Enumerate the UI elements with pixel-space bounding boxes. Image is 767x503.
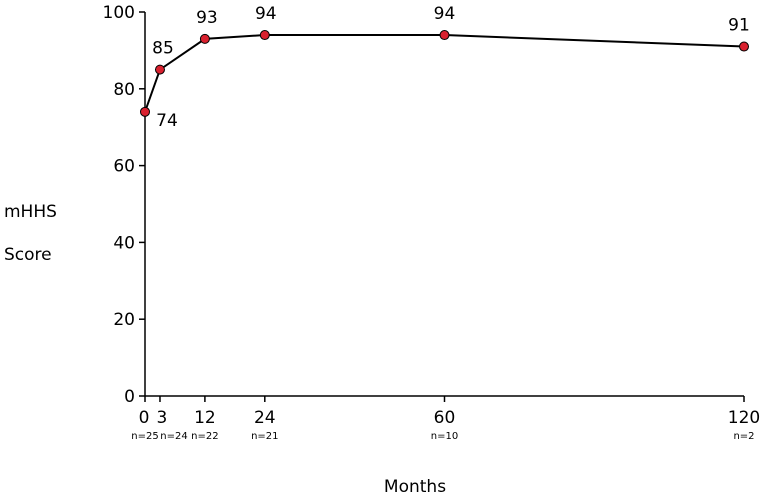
x-axis-title: Months	[384, 477, 446, 497]
x-sample-size-label: n=2	[733, 431, 754, 442]
x-tick-label: 0	[139, 408, 150, 428]
x-tick-label: 12	[194, 408, 216, 428]
y-axis-title-line1: mHHS	[4, 202, 57, 222]
x-sample-size-label: n=10	[431, 431, 458, 442]
x-sample-size-label: n=21	[251, 431, 278, 442]
y-axis-title-line2: Score	[4, 245, 52, 265]
y-tick-label: 60	[113, 157, 135, 177]
data-point	[739, 41, 749, 52]
data-point	[439, 30, 450, 41]
data-point	[199, 33, 210, 44]
data-label: 94	[255, 4, 277, 24]
y-tick-label: 20	[113, 310, 135, 330]
data-point	[140, 106, 150, 117]
data-label: 93	[196, 8, 218, 28]
series	[140, 30, 749, 117]
y-tick-label: 100	[103, 3, 135, 23]
data-labels: 74 85 93 94 94 91	[152, 4, 750, 131]
x-sample-size-label: n=22	[191, 431, 218, 442]
x-tick-label: 60	[434, 408, 456, 428]
y-axis: 0 20 40 60 80 100	[103, 3, 146, 407]
data-point	[154, 64, 165, 75]
x-sample-size-label: n=24	[160, 431, 187, 442]
x-sample-size-label: n=25	[131, 431, 158, 442]
x-tick-label: 24	[254, 408, 276, 428]
data-point	[259, 30, 270, 41]
data-label: 94	[434, 4, 456, 24]
y-tick-label: 0	[124, 387, 135, 407]
data-label: 85	[152, 39, 174, 59]
x-axis: 0 n=25 3 n=24 12 n=22 24 n=21 60 n=10 120 n=2	[131, 395, 760, 442]
x-tick-label: 120	[728, 408, 760, 428]
series-line	[144, 34, 745, 113]
x-tick-label: 3	[157, 408, 168, 428]
data-label: 74	[156, 111, 178, 131]
data-label: 91	[728, 16, 750, 36]
y-tick-label: 40	[113, 233, 135, 253]
y-tick-label: 80	[113, 80, 135, 100]
